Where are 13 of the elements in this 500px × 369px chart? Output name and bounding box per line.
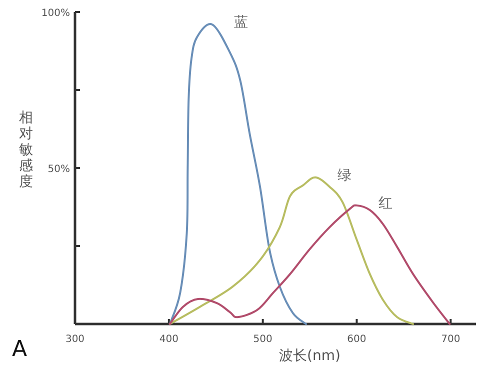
series-label: 绿 [337, 167, 352, 184]
y-axis-title: 相对敏感度 [19, 110, 33, 190]
x-axis-title: 波长(nm) [279, 348, 340, 364]
series-label: 蓝 [234, 14, 248, 30]
x-tick-label: 700 [441, 334, 460, 345]
x-tick-label: 500 [253, 334, 272, 345]
y-tick-label: 50% [48, 164, 70, 175]
y-tick-label: 100% [41, 8, 70, 19]
text: A [12, 337, 28, 362]
x-tick-label: 300 [65, 334, 85, 345]
series-label: 红 [378, 195, 393, 212]
x-tick-label: 400 [159, 334, 178, 345]
x-tick-label: 600 [347, 334, 366, 345]
